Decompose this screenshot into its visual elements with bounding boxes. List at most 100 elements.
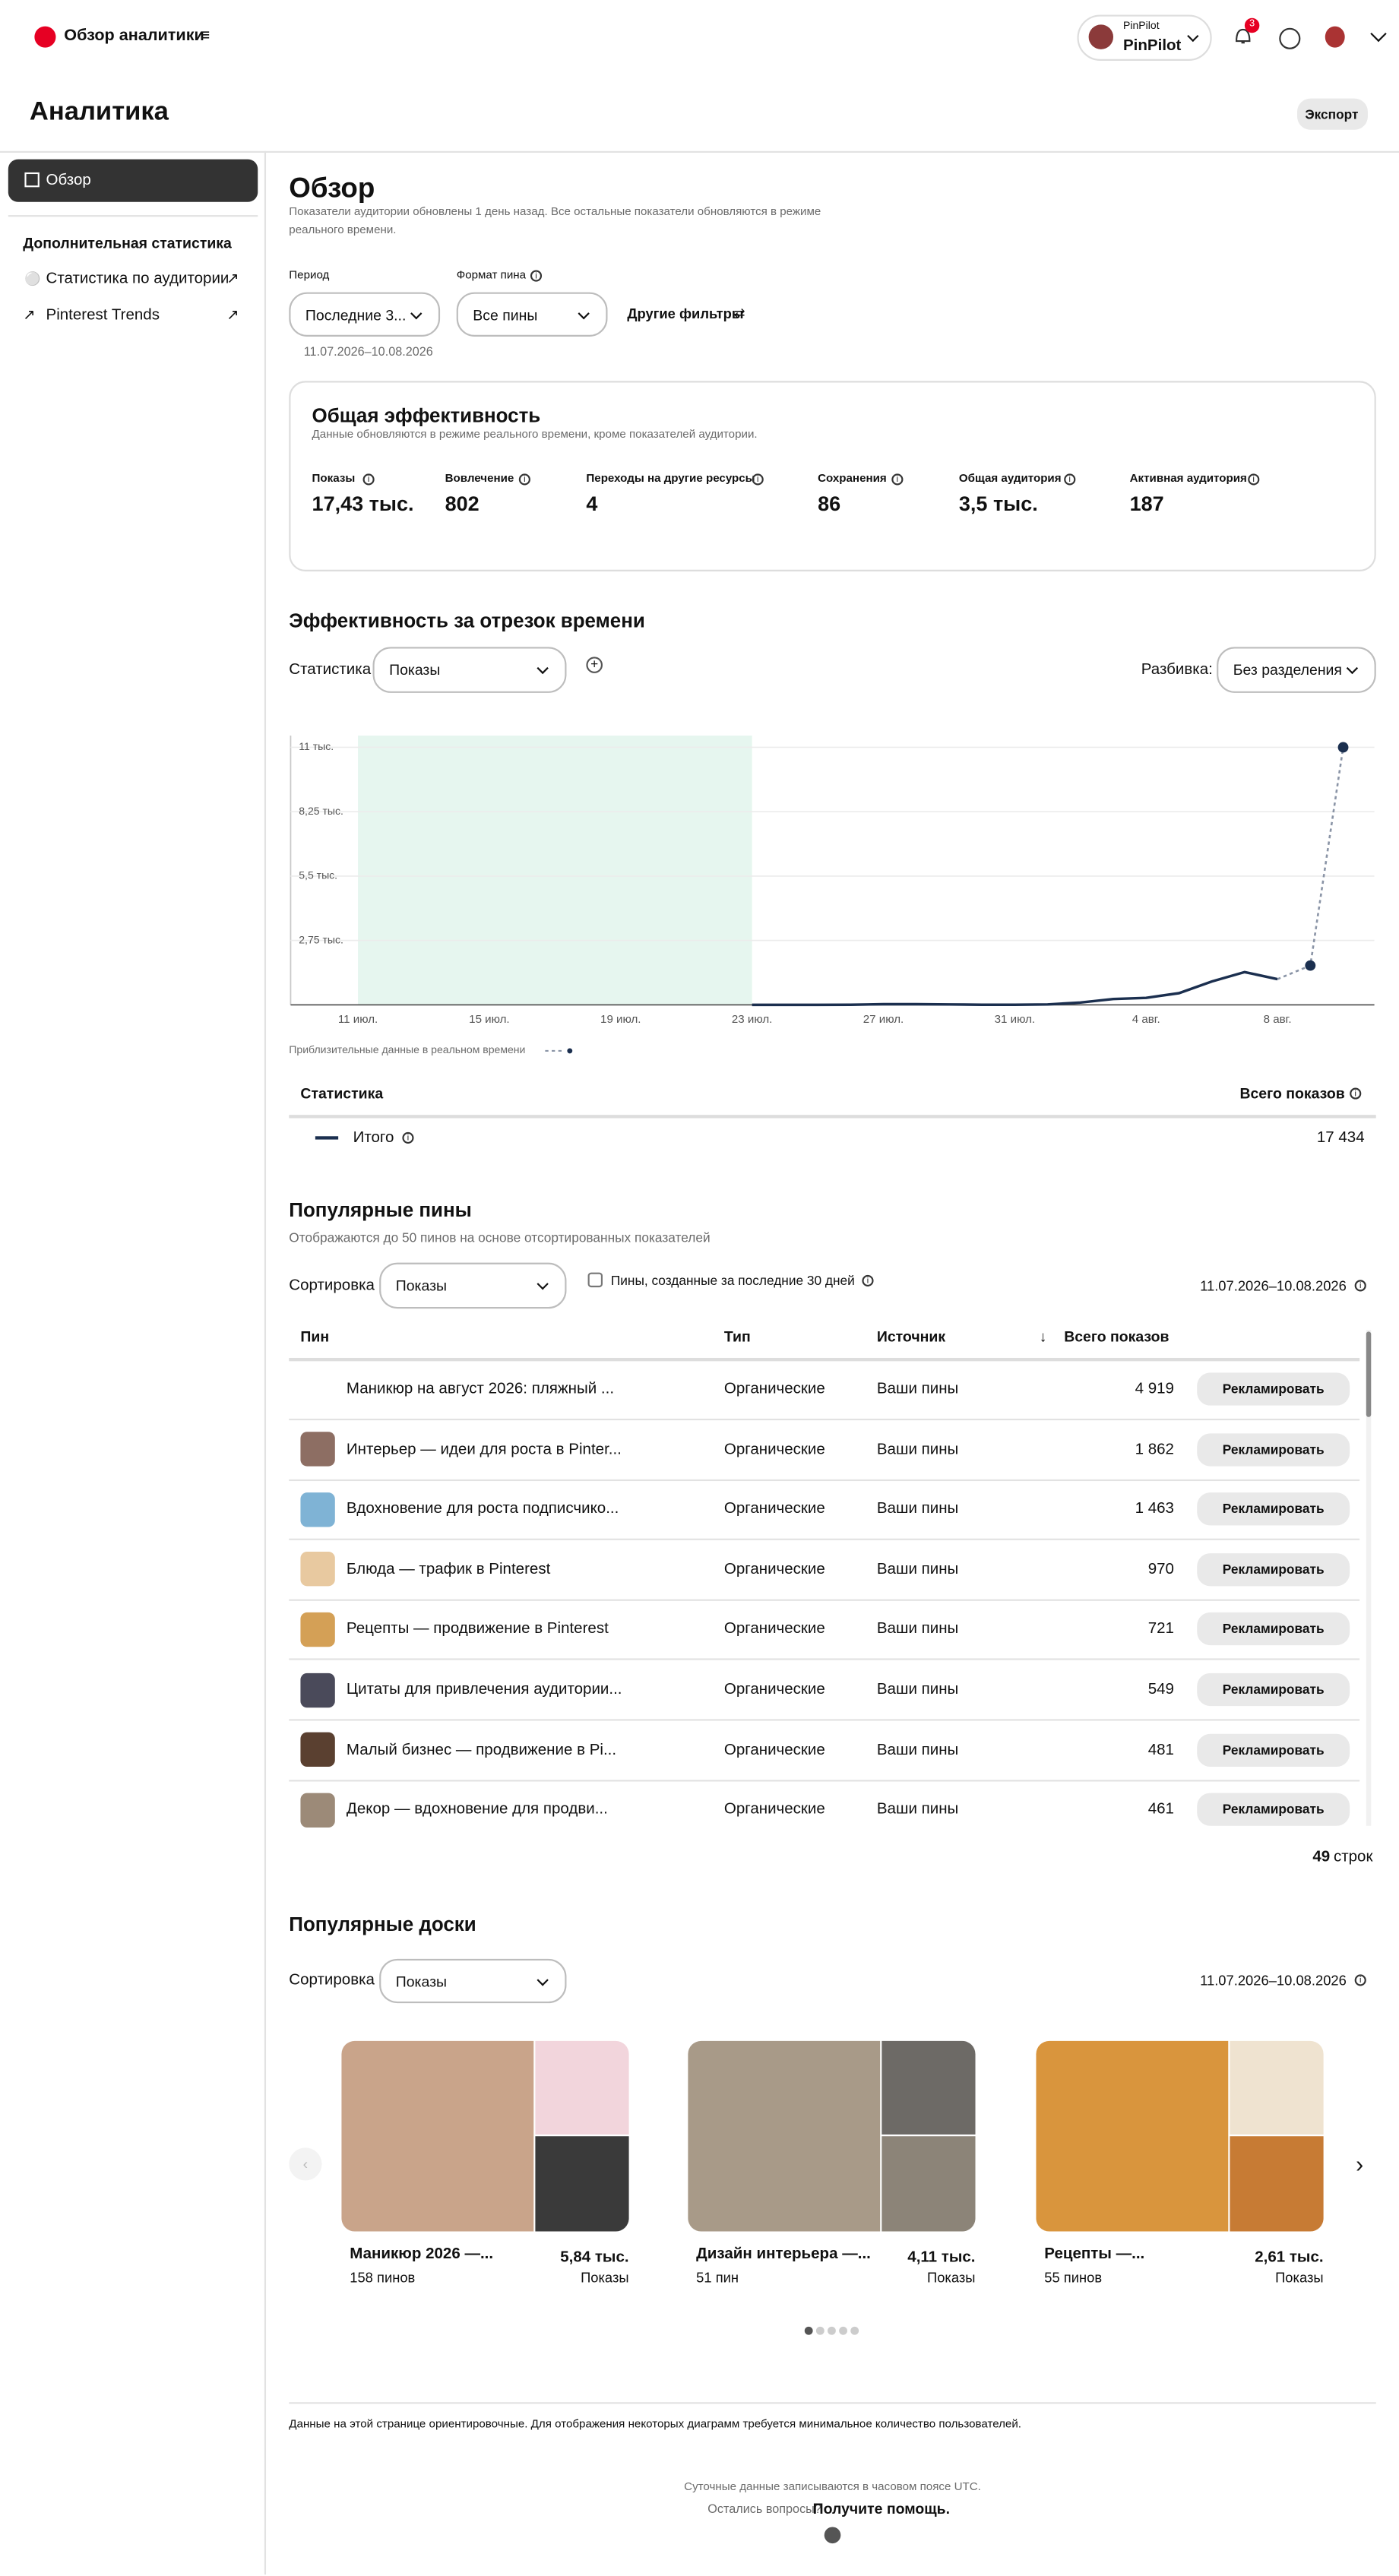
pin-impressions: 721 <box>1147 1620 1174 1639</box>
pin-thumbnail <box>300 1612 335 1647</box>
sidebar-link[interactable]: Pinterest Trends <box>46 305 160 324</box>
scrollbar[interactable] <box>1366 1330 1372 1826</box>
total-value: 17 434 <box>1316 1128 1365 1147</box>
info-icon[interactable]: i <box>530 270 543 282</box>
x-tick-label: 11 июл. <box>338 1013 378 1026</box>
board-name[interactable]: Дизайн интерьера —... <box>696 2245 871 2264</box>
carousel-dot[interactable] <box>815 2326 825 2335</box>
info-icon[interactable]: i <box>518 473 530 486</box>
help-link[interactable]: Получите помощь. <box>812 2500 951 2517</box>
add-metric[interactable]: + <box>586 657 603 673</box>
estimate-point <box>1337 742 1349 753</box>
divider <box>8 215 258 217</box>
pin-type: Органические <box>723 1500 825 1519</box>
pin-title[interactable]: Интерьер — идеи для роста в Pinter... <box>346 1440 622 1458</box>
info-icon[interactable]: i <box>862 1274 874 1286</box>
carousel-dot[interactable] <box>839 2326 847 2335</box>
promote-button[interactable] <box>1197 1793 1350 1827</box>
info-icon[interactable]: i <box>402 1131 414 1144</box>
info-icon[interactable]: i <box>1064 473 1076 486</box>
menu-icon[interactable]: ≡ <box>200 27 210 46</box>
info-icon[interactable]: i <box>1354 1974 1366 1986</box>
sort-dropdown[interactable]: Показы <box>379 1958 567 2004</box>
unavailable-range <box>358 736 752 1005</box>
label: Разбивка: <box>1141 660 1213 679</box>
export-button[interactable] <box>1297 98 1368 130</box>
pin-impressions: 4 919 <box>1135 1380 1174 1398</box>
x-tick-label: 15 июл. <box>469 1013 509 1026</box>
dropdown-value: Все пины <box>473 305 538 323</box>
promote-button[interactable] <box>1197 1492 1350 1526</box>
pin-title[interactable]: Маникюр на август 2026: пляжный ... <box>346 1380 615 1398</box>
dropdown-value: Без разделения <box>1233 661 1342 679</box>
row-divider <box>289 1659 1360 1661</box>
promote-button[interactable] <box>1197 1432 1350 1466</box>
info-icon[interactable]: i <box>1248 473 1260 486</box>
series-line <box>752 970 1278 1007</box>
pin-thumbnail <box>300 1732 335 1767</box>
board-name[interactable]: Маникюр 2026 —... <box>350 2245 494 2264</box>
info-icon[interactable]: i <box>1354 1280 1366 1292</box>
pin-title[interactable]: Декор — вдохновение для продви... <box>346 1800 608 1819</box>
pin-type: Органические <box>723 1560 825 1579</box>
table-header: Статистика <box>300 1085 384 1102</box>
pin-title[interactable]: Вдохновение для роста подписчико... <box>346 1500 619 1519</box>
logo[interactable] <box>34 26 56 48</box>
carousel-dot[interactable] <box>828 2326 836 2335</box>
pin-title[interactable]: Рецепты — продвижение в Pinterest <box>346 1620 609 1639</box>
section-subtitle: Отображаются до 50 пинов на основе отсор… <box>289 1230 711 1245</box>
account-switcher[interactable] <box>1077 14 1212 61</box>
promote-button[interactable] <box>1197 1612 1350 1646</box>
board-cover[interactable] <box>341 2040 534 2232</box>
split-dropdown[interactable]: Без разделения <box>1217 647 1376 693</box>
info-icon[interactable]: i <box>1350 1087 1362 1100</box>
promote-button[interactable] <box>1197 1673 1350 1707</box>
promote-label: Рекламировать <box>1222 1502 1325 1517</box>
profile-avatar[interactable] <box>1325 26 1345 48</box>
bell-icon[interactable] <box>1232 24 1255 47</box>
format-dropdown[interactable]: Все пины <box>456 292 608 337</box>
date-range: 11.07.2026–10.08.2026 <box>1200 1277 1347 1294</box>
sort-arrow[interactable]: ↓ <box>1039 1328 1047 1345</box>
legend-label: Итого <box>353 1128 394 1147</box>
scrollbar-thumb[interactable] <box>1366 1331 1372 1417</box>
x-tick-label: 4 авг. <box>1132 1013 1160 1026</box>
carousel-dot[interactable] <box>850 2326 859 2335</box>
sort-dropdown[interactable]: Показы <box>379 1262 567 1309</box>
carousel-next[interactable]: › <box>1356 2150 1364 2178</box>
promote-label: Рекламировать <box>1222 1441 1325 1457</box>
info-icon[interactable]: i <box>752 473 764 486</box>
pin-title[interactable]: Малый бизнес — продвижение в Pi... <box>346 1740 617 1759</box>
carousel-prev[interactable]: ‹ <box>289 2147 322 2181</box>
nav-active[interactable] <box>8 159 258 202</box>
pin-title[interactable]: Цитаты для привлечения аудитории... <box>346 1680 622 1699</box>
promote-button[interactable] <box>1197 1372 1350 1406</box>
board-metric: Показы <box>927 2269 976 2286</box>
column-header[interactable]: Всего показов <box>1064 1328 1170 1345</box>
messages-icon[interactable] <box>1279 27 1301 49</box>
info-icon[interactable]: i <box>362 473 375 486</box>
table-header: Всего показов <box>1239 1085 1345 1102</box>
promote-button[interactable] <box>1197 1552 1350 1586</box>
icon: ↗ <box>23 305 36 323</box>
board-cover[interactable] <box>688 2040 881 2232</box>
x-tick-label: 19 июл. <box>600 1013 641 1026</box>
info-icon[interactable]: i <box>891 473 904 486</box>
metric-label: Общая аудитория <box>958 473 1062 486</box>
metric-dropdown[interactable]: Показы <box>372 647 567 693</box>
checkbox[interactable] <box>587 1272 603 1288</box>
row-divider <box>289 1539 1360 1541</box>
dropdown-value: Показы <box>395 1277 447 1294</box>
sidebar-link[interactable]: Статистика по аудитории <box>46 270 229 289</box>
dropdown-value: Показы <box>395 1973 447 1989</box>
more-filters[interactable]: Другие фильтры <box>627 305 744 322</box>
carousel-dot[interactable] <box>804 2326 813 2335</box>
period-dropdown[interactable]: Последние 3... <box>289 292 441 337</box>
estimate-point <box>1305 960 1316 971</box>
pin-title[interactable]: Блюда — трафик в Pinterest <box>346 1560 551 1579</box>
promote-button[interactable] <box>1197 1733 1350 1767</box>
board-cover[interactable] <box>1036 2040 1229 2232</box>
board-name[interactable]: Рецепты —... <box>1044 2245 1145 2264</box>
filter-icon: ⇄ <box>733 305 745 321</box>
